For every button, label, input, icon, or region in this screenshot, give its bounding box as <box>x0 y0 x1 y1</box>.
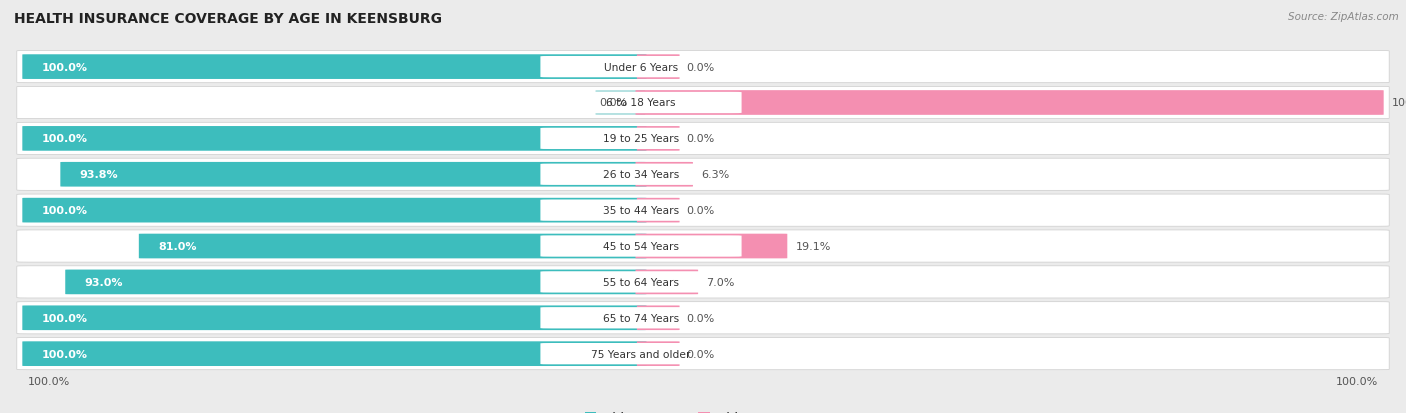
Text: 93.0%: 93.0% <box>84 277 124 287</box>
FancyBboxPatch shape <box>22 306 647 330</box>
Legend: With Coverage, Without Coverage: With Coverage, Without Coverage <box>585 411 821 413</box>
FancyBboxPatch shape <box>139 234 647 259</box>
FancyBboxPatch shape <box>636 163 693 187</box>
Text: 0.0%: 0.0% <box>599 98 627 108</box>
Text: 65 to 74 Years: 65 to 74 Years <box>603 313 679 323</box>
FancyBboxPatch shape <box>17 302 1389 334</box>
Text: 100.0%: 100.0% <box>42 206 87 216</box>
Text: 55 to 64 Years: 55 to 64 Years <box>603 277 679 287</box>
Text: 26 to 34 Years: 26 to 34 Years <box>603 170 679 180</box>
FancyBboxPatch shape <box>636 270 699 294</box>
Text: 93.8%: 93.8% <box>80 170 118 180</box>
Text: 100.0%: 100.0% <box>1392 98 1406 108</box>
Text: 7.0%: 7.0% <box>706 277 735 287</box>
FancyBboxPatch shape <box>17 123 1389 155</box>
FancyBboxPatch shape <box>17 87 1389 119</box>
FancyBboxPatch shape <box>22 342 647 366</box>
FancyBboxPatch shape <box>637 198 679 223</box>
FancyBboxPatch shape <box>637 342 679 366</box>
Text: 6.3%: 6.3% <box>702 170 730 180</box>
FancyBboxPatch shape <box>17 159 1389 191</box>
FancyBboxPatch shape <box>540 57 741 78</box>
FancyBboxPatch shape <box>22 127 647 151</box>
Text: 45 to 54 Years: 45 to 54 Years <box>603 242 679 252</box>
Text: Source: ZipAtlas.com: Source: ZipAtlas.com <box>1288 12 1399 22</box>
FancyBboxPatch shape <box>65 270 647 294</box>
FancyBboxPatch shape <box>637 306 679 330</box>
Text: 0.0%: 0.0% <box>686 349 714 359</box>
Text: 19 to 25 Years: 19 to 25 Years <box>603 134 679 144</box>
FancyBboxPatch shape <box>540 164 741 185</box>
Text: Under 6 Years: Under 6 Years <box>605 62 678 72</box>
FancyBboxPatch shape <box>540 272 741 293</box>
Text: 100.0%: 100.0% <box>42 62 87 72</box>
FancyBboxPatch shape <box>596 91 645 116</box>
FancyBboxPatch shape <box>17 52 1389 83</box>
FancyBboxPatch shape <box>540 307 741 329</box>
FancyBboxPatch shape <box>540 93 741 114</box>
FancyBboxPatch shape <box>22 198 647 223</box>
Text: 6 to 18 Years: 6 to 18 Years <box>606 98 676 108</box>
FancyBboxPatch shape <box>540 236 741 257</box>
FancyBboxPatch shape <box>60 163 647 187</box>
Text: 100.0%: 100.0% <box>42 313 87 323</box>
Text: 81.0%: 81.0% <box>157 242 197 252</box>
Text: 0.0%: 0.0% <box>686 134 714 144</box>
FancyBboxPatch shape <box>17 195 1389 227</box>
FancyBboxPatch shape <box>540 343 741 364</box>
FancyBboxPatch shape <box>636 91 1384 116</box>
FancyBboxPatch shape <box>636 234 787 259</box>
FancyBboxPatch shape <box>22 55 647 80</box>
FancyBboxPatch shape <box>540 200 741 221</box>
Text: 100.0%: 100.0% <box>28 376 70 386</box>
Text: 100.0%: 100.0% <box>42 349 87 359</box>
FancyBboxPatch shape <box>17 266 1389 298</box>
Text: 0.0%: 0.0% <box>686 206 714 216</box>
Text: 0.0%: 0.0% <box>686 313 714 323</box>
FancyBboxPatch shape <box>637 127 679 151</box>
Text: 100.0%: 100.0% <box>42 134 87 144</box>
FancyBboxPatch shape <box>17 338 1389 370</box>
FancyBboxPatch shape <box>17 230 1389 262</box>
Text: 100.0%: 100.0% <box>1336 376 1378 386</box>
Text: 35 to 44 Years: 35 to 44 Years <box>603 206 679 216</box>
Text: 19.1%: 19.1% <box>796 242 831 252</box>
FancyBboxPatch shape <box>637 55 679 80</box>
Text: 0.0%: 0.0% <box>686 62 714 72</box>
Text: HEALTH INSURANCE COVERAGE BY AGE IN KEENSBURG: HEALTH INSURANCE COVERAGE BY AGE IN KEEN… <box>14 12 441 26</box>
FancyBboxPatch shape <box>540 128 741 150</box>
Text: 75 Years and older: 75 Years and older <box>592 349 690 359</box>
